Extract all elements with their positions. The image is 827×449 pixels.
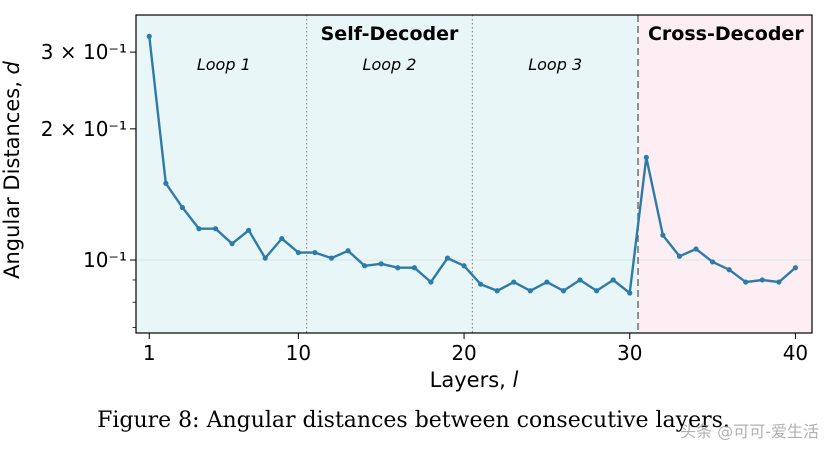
watermark: 头条 @可可-爱生活 bbox=[680, 422, 819, 441]
data-point bbox=[246, 227, 252, 233]
data-point bbox=[759, 277, 765, 283]
data-point bbox=[362, 263, 368, 269]
data-point bbox=[196, 226, 202, 232]
data-point bbox=[378, 261, 384, 267]
x-tick-label: 10 bbox=[286, 341, 311, 365]
data-point bbox=[544, 279, 550, 285]
data-point bbox=[792, 265, 799, 271]
figure-caption: Figure 8: Angular distances between cons… bbox=[97, 408, 730, 433]
loop-label: Loop 1 bbox=[197, 55, 251, 74]
axes-frame bbox=[135, 14, 813, 334]
x-tick-label: 20 bbox=[451, 341, 476, 365]
y-axis: 10⁻¹ 2 × 10⁻¹ 3 × 10⁻¹ bbox=[41, 40, 136, 328]
y-axis-label: Angular Distances, d bbox=[0, 60, 24, 278]
x-axis-label: Layers, l bbox=[430, 368, 519, 392]
data-point bbox=[494, 288, 500, 294]
data-point bbox=[328, 255, 335, 261]
loop-label: Loop 2 bbox=[363, 55, 417, 74]
region-self-decoder bbox=[136, 15, 639, 333]
plot-frame bbox=[135, 14, 813, 334]
data-point bbox=[527, 288, 533, 294]
series-line bbox=[148, 36, 797, 295]
data-point bbox=[660, 232, 666, 238]
data-point bbox=[146, 33, 152, 39]
x-tick-label: 40 bbox=[783, 341, 808, 365]
y-tick-label: 2 × 10⁻¹ bbox=[41, 117, 127, 141]
data-point bbox=[643, 154, 649, 160]
data-point bbox=[262, 255, 268, 261]
data-point bbox=[776, 279, 782, 285]
data-point bbox=[345, 248, 351, 254]
data-point bbox=[179, 204, 185, 211]
series-layer bbox=[146, 33, 799, 296]
data-point bbox=[726, 267, 732, 273]
y-tick-label: 10⁻¹ bbox=[83, 248, 127, 272]
region-label: Self-Decoder bbox=[321, 23, 459, 45]
loop-label: Loop 3 bbox=[528, 55, 582, 74]
data-point bbox=[478, 281, 484, 287]
region-cross-decoder bbox=[638, 15, 812, 333]
region-label: Cross-Decoder bbox=[648, 23, 804, 45]
data-point bbox=[709, 259, 716, 265]
data-point bbox=[212, 226, 219, 232]
annotations: Loop 1 Loop 2 Loop 3 Self-Decoder Cross-Deco… bbox=[0, 23, 804, 392]
data-point bbox=[511, 279, 517, 285]
data-point bbox=[279, 235, 285, 242]
data-point bbox=[577, 277, 583, 283]
data-point bbox=[163, 180, 169, 186]
data-point bbox=[395, 265, 401, 271]
decoder-regions bbox=[136, 15, 812, 333]
data-point bbox=[693, 246, 699, 252]
x-tick-label: 30 bbox=[617, 341, 642, 365]
data-point bbox=[610, 277, 616, 283]
data-point bbox=[229, 241, 235, 247]
data-point bbox=[444, 255, 451, 261]
data-point bbox=[594, 288, 600, 294]
angular-distance-chart: 1 10 20 30 40 10⁻¹2 × 10⁻¹3 × 10⁻¹ Loop 1 Loo… bbox=[0, 14, 813, 392]
data-point bbox=[312, 249, 318, 256]
data-point bbox=[461, 263, 467, 269]
data-point bbox=[676, 253, 683, 259]
data-point bbox=[560, 288, 567, 294]
data-point bbox=[295, 249, 301, 256]
x-axis: 1 10 20 30 40 bbox=[143, 333, 808, 365]
data-point bbox=[428, 279, 434, 285]
loop-dividers bbox=[306, 15, 639, 333]
x-tick-label: 1 bbox=[143, 341, 156, 365]
y-tick-label: 3 × 10⁻¹ bbox=[41, 40, 127, 64]
data-point bbox=[743, 279, 749, 285]
data-point bbox=[411, 265, 417, 271]
data-point bbox=[627, 290, 633, 296]
